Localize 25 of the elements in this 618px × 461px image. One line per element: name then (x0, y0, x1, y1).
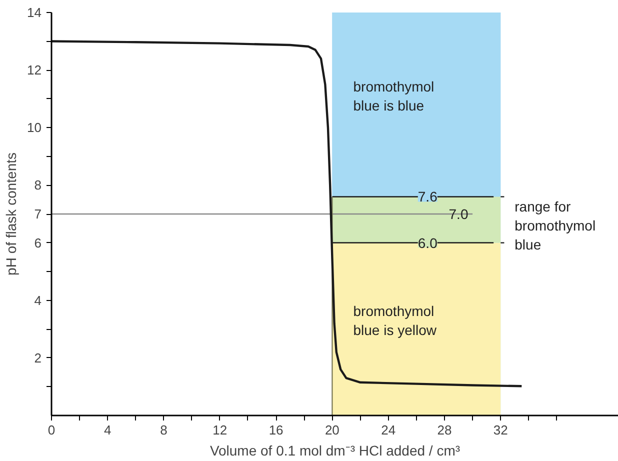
y-tick-label: 12 (27, 62, 42, 78)
band-label: bromothymol blue is blue (353, 78, 434, 114)
x-tick-label: 4 (104, 422, 112, 438)
ref-line-label: 7.0 (448, 206, 468, 222)
ref-line-label: 7.6 (418, 188, 438, 205)
x-tick-label: 24 (381, 422, 396, 438)
x-tick-label: 8 (160, 422, 168, 438)
y-tick-label: 14 (27, 5, 42, 20)
y-tick-label: 7 (34, 206, 42, 222)
y-tick-label: 4 (34, 292, 42, 308)
y-tick-label: 8 (34, 178, 42, 193)
y-tick-label: 2 (34, 350, 42, 366)
y-tick-label: 6 (34, 235, 42, 250)
x-tick-label: 32 (493, 422, 508, 438)
y-tick-label: 10 (27, 120, 42, 136)
x-axis-title: Volume of 0.1 mol dm⁻³ HCl added / cm³ (210, 442, 460, 458)
x-tick-label: 12 (212, 422, 228, 438)
x-tick-label: 0 (48, 422, 56, 438)
band-label: bromothymol blue is yellow (353, 302, 438, 338)
x-tick-label: 28 (437, 422, 452, 438)
y-axis-title: pH of flask contents (3, 152, 20, 276)
x-tick-label: 20 (324, 422, 340, 438)
ref-line-label: 6.0 (418, 234, 438, 251)
band-label: range for bromothymol blue (514, 198, 596, 253)
x-tick-label: 16 (268, 422, 284, 438)
